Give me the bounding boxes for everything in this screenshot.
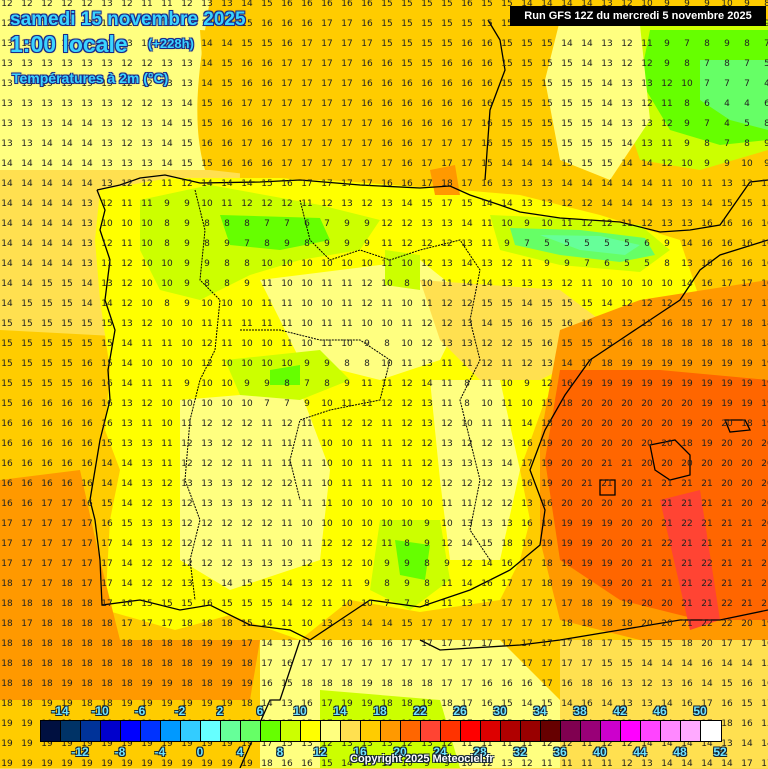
legend-swatch xyxy=(441,721,461,741)
legend-label-bottom: 12 xyxy=(313,745,327,759)
zone-pale-yellow-nw xyxy=(0,0,210,180)
legend-swatch xyxy=(601,721,621,741)
legend-swatch xyxy=(521,721,541,741)
legend-swatch xyxy=(701,721,721,741)
legend-label-top: 18 xyxy=(373,704,387,718)
zone-pyrenees-mint xyxy=(540,235,640,255)
legend-swatch xyxy=(541,721,561,741)
legend-label-top: -6 xyxy=(134,704,146,718)
model-run-banner: Run GFS 12Z du mercredi 5 novembre 2025 xyxy=(510,6,766,26)
legend-swatch xyxy=(141,721,161,741)
legend-swatch xyxy=(181,721,201,741)
legend-label-bottom: 24 xyxy=(433,745,447,759)
forecast-lead-time: (+228h) xyxy=(148,36,194,51)
legend-swatch xyxy=(681,721,701,741)
legend-label-bottom: 16 xyxy=(353,745,367,759)
parameter-title: Températures à 2m (°C) xyxy=(12,70,169,86)
legend-label-bottom: 52 xyxy=(713,745,727,759)
zone-atlantic-orange-2 xyxy=(0,560,60,640)
zone-ebro-light-orange xyxy=(420,280,600,380)
legend-swatch xyxy=(101,721,121,741)
legend-swatch xyxy=(461,721,481,741)
color-scale-legend xyxy=(40,720,722,742)
zone-bright-green-south xyxy=(395,540,430,580)
legend-swatch xyxy=(61,721,81,741)
coastlines xyxy=(89,19,768,768)
legend-swatch xyxy=(301,721,321,741)
legend-label-top: 42 xyxy=(613,704,627,718)
zone-pale-center xyxy=(260,260,470,380)
legend-swatch xyxy=(281,721,301,741)
legend-label-top: 38 xyxy=(573,704,587,718)
legend-swatch xyxy=(341,721,361,741)
legend-label-top: -10 xyxy=(91,704,109,718)
legend-swatch xyxy=(361,721,381,741)
legend-label-bottom: -4 xyxy=(154,745,166,759)
legend-label-top: 22 xyxy=(413,704,427,718)
legend-label-top: 14 xyxy=(333,704,347,718)
legend-label-bottom: 0 xyxy=(196,745,204,759)
legend-label-bottom: -12 xyxy=(71,745,89,759)
zone-pale-east xyxy=(430,380,520,560)
legend-label-top: -2 xyxy=(174,704,186,718)
forecast-time: 1:00 locale xyxy=(10,31,128,57)
zone-france-mint xyxy=(700,60,768,130)
legend-swatch xyxy=(201,721,221,741)
legend-swatch xyxy=(501,721,521,741)
zone-atlantic-orange xyxy=(0,470,260,700)
legend-swatch xyxy=(641,721,661,741)
legend-label-bottom: -8 xyxy=(114,745,126,759)
zone-med-deep-orange xyxy=(545,370,768,620)
zone-green-ne-meseta xyxy=(385,250,420,290)
legend-swatch xyxy=(421,721,441,741)
legend-label-bottom: 48 xyxy=(673,745,687,759)
legend-label-bottom: 4 xyxy=(236,745,244,759)
zone-biscay-hotspot xyxy=(430,165,460,195)
zone-france-pale xyxy=(545,20,650,180)
forecast-date: samedi 15 novembre 2025 xyxy=(10,9,246,30)
zone-biscay-orange xyxy=(200,30,440,180)
legend-swatch xyxy=(381,721,401,741)
legend-label-top: 46 xyxy=(653,704,667,718)
zone-pale-center-sw xyxy=(180,390,330,590)
legend-label-bottom: 36 xyxy=(553,745,567,759)
legend-label-top: 50 xyxy=(693,704,707,718)
legend-label-bottom: 8 xyxy=(276,745,284,759)
legend-swatch xyxy=(561,721,581,741)
legend-label-bottom: 20 xyxy=(393,745,407,759)
borders xyxy=(184,189,491,601)
legend-label-top: 26 xyxy=(453,704,467,718)
legend-swatch xyxy=(321,721,341,741)
legend-label-top: -14 xyxy=(51,704,69,718)
zone-bright-green-north xyxy=(220,215,330,250)
legend-label-top: 6 xyxy=(256,704,264,718)
legend-swatch xyxy=(121,721,141,741)
legend-swatch xyxy=(621,721,641,741)
legend-label-top: 30 xyxy=(493,704,507,718)
legend-label-top: 10 xyxy=(293,704,307,718)
legend-swatch xyxy=(81,721,101,741)
legend-label-bottom: 40 xyxy=(593,745,607,759)
legend-label-bottom: 44 xyxy=(633,745,647,759)
legend-swatch xyxy=(161,721,181,741)
copyright: Copyright 2025 Meteociel.fr xyxy=(350,753,494,765)
legend-label-top: 2 xyxy=(216,704,224,718)
legend-swatch xyxy=(661,721,681,741)
legend-swatch xyxy=(241,721,261,741)
legend-label-top: 34 xyxy=(533,704,547,718)
legend-label-bottom: 32 xyxy=(513,745,527,759)
zone-bright-green-central xyxy=(270,365,300,385)
legend-swatch xyxy=(41,721,61,741)
legend-swatch xyxy=(481,721,501,741)
zone-med-red xyxy=(660,490,720,630)
legend-swatch xyxy=(261,721,281,741)
legend-swatch xyxy=(401,721,421,741)
legend-swatch xyxy=(581,721,601,741)
legend-label-bottom: 28 xyxy=(473,745,487,759)
legend-swatch xyxy=(221,721,241,741)
